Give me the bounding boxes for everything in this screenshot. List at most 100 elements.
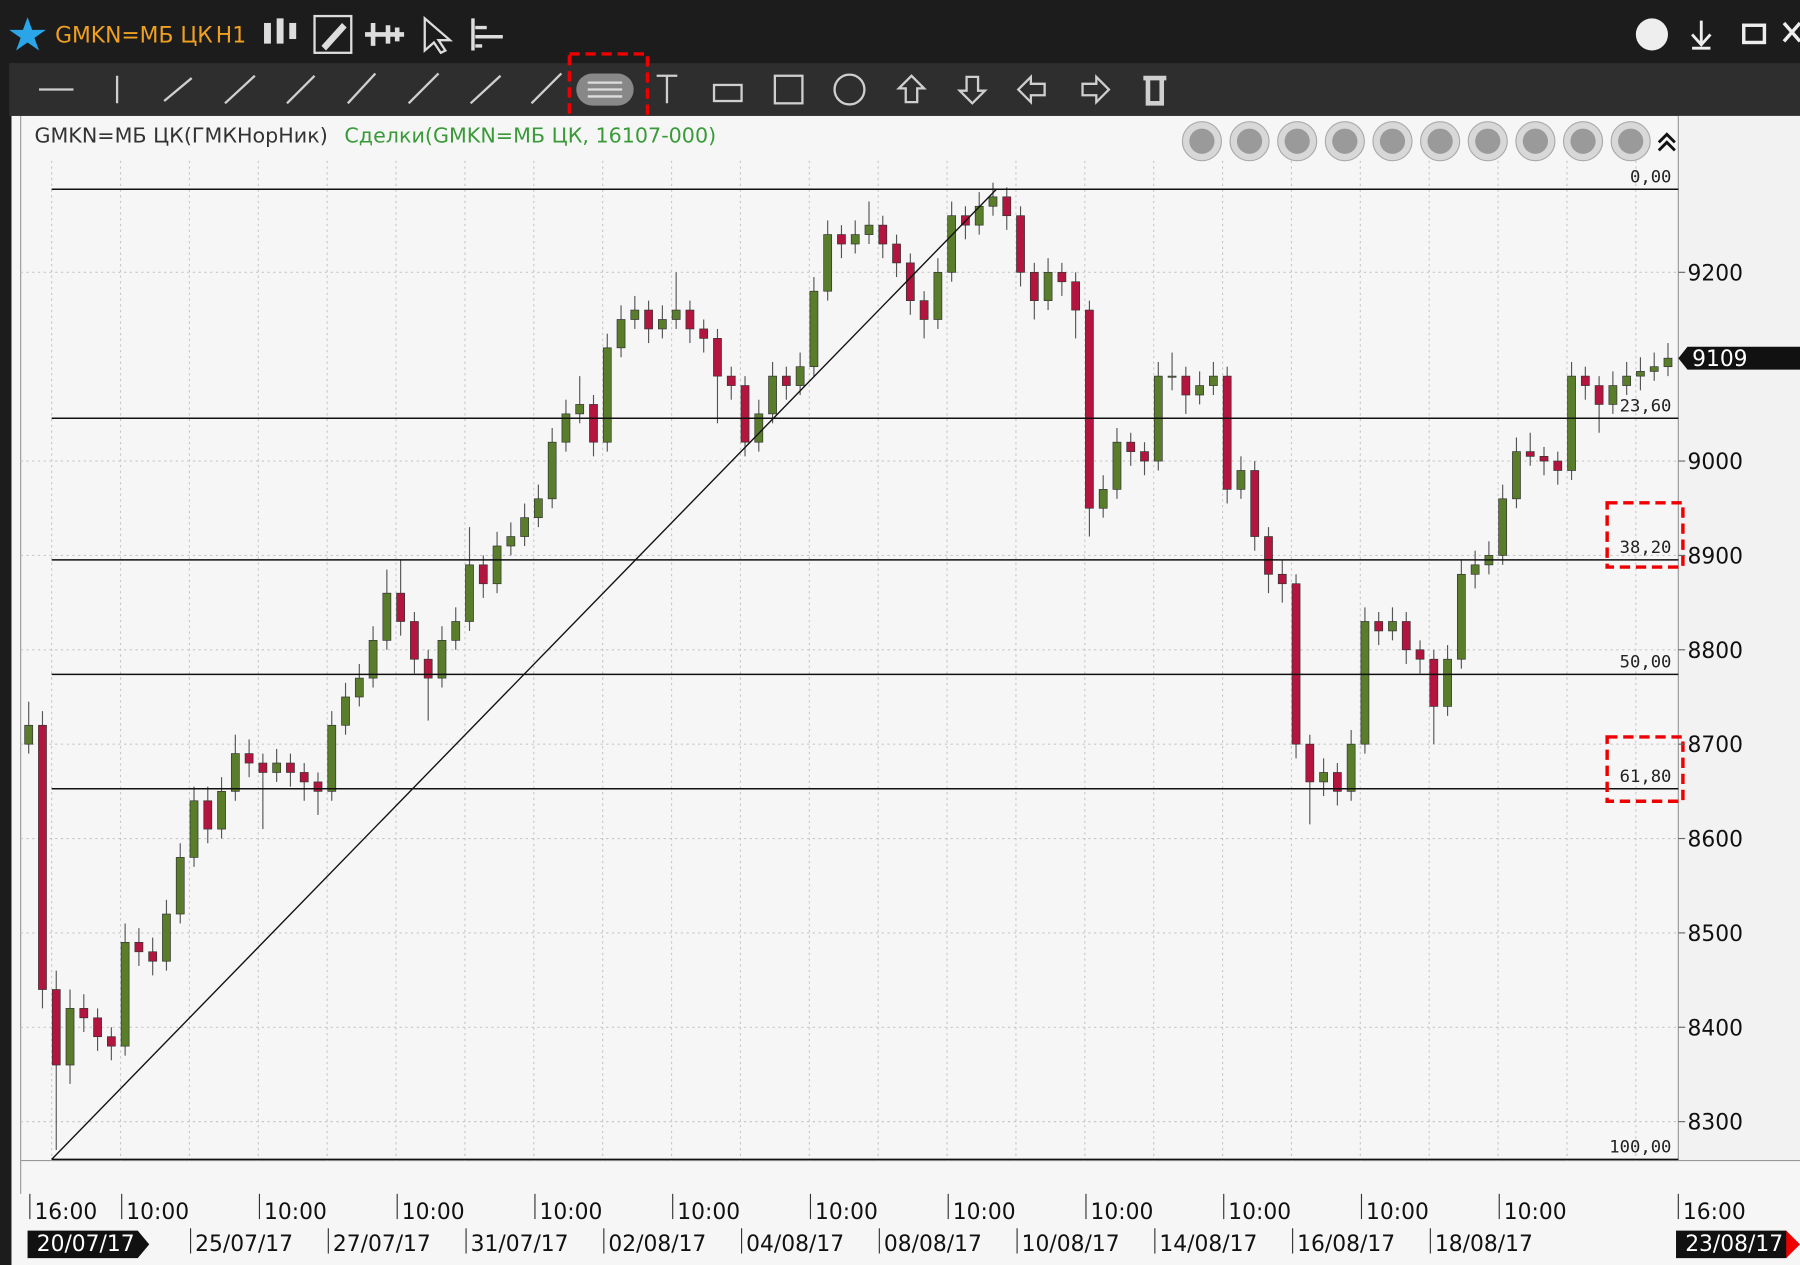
candle-body: [217, 791, 226, 830]
candle-body: [506, 536, 516, 547]
fib-label: 23,60: [1620, 396, 1672, 416]
candle-body: [134, 941, 144, 953]
candle-body: [1512, 451, 1521, 500]
time-label: 10:00: [1091, 1200, 1154, 1225]
candle-body: [1098, 489, 1108, 509]
candle-body: [1594, 385, 1604, 405]
maximize-button[interactable]: [1742, 23, 1767, 45]
candle-body: [1401, 621, 1411, 651]
candle-body: [1222, 375, 1232, 490]
time-label: 10:00: [264, 1200, 327, 1225]
y-tick-label: 8700: [1688, 733, 1743, 758]
volume-button[interactable]: [471, 18, 503, 51]
candle-body: [892, 243, 901, 264]
candle-body: [1663, 357, 1673, 368]
candle-body: [823, 234, 833, 292]
date-arrow: [1786, 1230, 1800, 1259]
candle-body: [850, 234, 860, 245]
candle-body: [534, 498, 543, 519]
candle-body: [754, 413, 764, 443]
y-tick-label: 8400: [1688, 1016, 1743, 1041]
fib-label: 50,00: [1620, 652, 1672, 672]
candle-body: [947, 215, 957, 273]
close-button[interactable]: [1782, 21, 1800, 43]
candle-body: [1346, 743, 1356, 792]
date-marker: [1676, 1230, 1798, 1259]
y-tick-label: 9000: [1688, 450, 1743, 475]
candle-body: [1250, 470, 1260, 537]
candle-body: [740, 385, 750, 443]
candle-body: [1539, 455, 1549, 462]
candle-body: [781, 375, 791, 386]
candle-body: [175, 857, 185, 915]
candle-body: [589, 404, 598, 443]
date-label: 31/07/17: [471, 1232, 569, 1257]
indicator-button[interactable]: [365, 22, 405, 46]
fib-label: 0,00: [1630, 167, 1671, 187]
chart-subtitle: Сделки(GMKN=МБ ЦК, 16107-000): [344, 123, 716, 147]
candle-body: [561, 413, 571, 443]
time-label: 10:00: [677, 1200, 740, 1225]
pin-button[interactable]: [1691, 20, 1712, 50]
collapse-button[interactable]: [1657, 132, 1676, 152]
candle-body: [1043, 271, 1053, 301]
cursor-button[interactable]: [423, 15, 454, 55]
y-tick-label: 8300: [1688, 1111, 1743, 1136]
date-label: 04/08/17: [746, 1232, 844, 1257]
date-label: 23/08/17: [1685, 1232, 1783, 1257]
candle-body: [465, 564, 474, 622]
candle-body: [1553, 460, 1563, 471]
fib-label: 38,20: [1620, 538, 1672, 558]
candle-body: [809, 290, 819, 368]
candle-body: [685, 309, 695, 330]
chart-type-button[interactable]: [264, 18, 297, 44]
date-label: 25/07/17: [195, 1232, 293, 1257]
candle-body: [478, 564, 488, 585]
candle-body: [616, 319, 626, 349]
nav-button-face: [1332, 128, 1358, 154]
candle-body: [520, 517, 529, 537]
symbol: GMKN=МБ ЦК: [55, 23, 213, 48]
time-label: 16:00: [1683, 1200, 1746, 1225]
date-label: 10/08/17: [1022, 1232, 1120, 1257]
candle-body: [1580, 375, 1590, 386]
candle-body: [726, 375, 736, 386]
candle-body: [1112, 441, 1122, 490]
candle-body: [1456, 573, 1466, 660]
nav-button-face: [1379, 128, 1406, 154]
candle-body: [878, 224, 888, 245]
time-label: 16:00: [34, 1200, 97, 1225]
time-label: 10:00: [540, 1200, 603, 1225]
candle-body: [837, 234, 846, 245]
highlight-box: [1605, 501, 1685, 569]
delete-button[interactable]: [1143, 75, 1167, 106]
candle-body: [1277, 573, 1287, 585]
title-bar: GMKN=МБ ЦК H1: [9, 14, 1800, 55]
navigation-buttons: [1181, 121, 1651, 162]
nav-button-face: [1570, 128, 1596, 154]
candle-body: [1567, 375, 1576, 471]
candle-body: [327, 724, 337, 792]
candle-body: [1360, 621, 1370, 745]
date-label: 18/08/17: [1435, 1232, 1533, 1257]
time-label: 10:00: [1366, 1200, 1429, 1225]
nav-button-face: [1236, 128, 1263, 154]
currency-button[interactable]: [1635, 18, 1668, 51]
draw-tool-button[interactable]: [313, 14, 353, 54]
favorite-star[interactable]: [9, 17, 46, 51]
nav-button-face: [1475, 128, 1501, 154]
candle-body: [768, 375, 777, 415]
candle-body: [1029, 271, 1039, 301]
candle-body: [1525, 451, 1535, 457]
y-tick-label: 8500: [1688, 922, 1743, 947]
candle-body: [396, 592, 405, 622]
candle-body: [1470, 564, 1480, 575]
candle-body: [1057, 271, 1067, 283]
grid: [20, 160, 1679, 1161]
candle-body: [258, 762, 268, 773]
candle-body: [354, 677, 364, 698]
candle-body: [919, 300, 929, 320]
price-axis: [1678, 115, 1800, 1161]
candle-body: [1209, 375, 1218, 386]
candle-body: [575, 404, 585, 415]
